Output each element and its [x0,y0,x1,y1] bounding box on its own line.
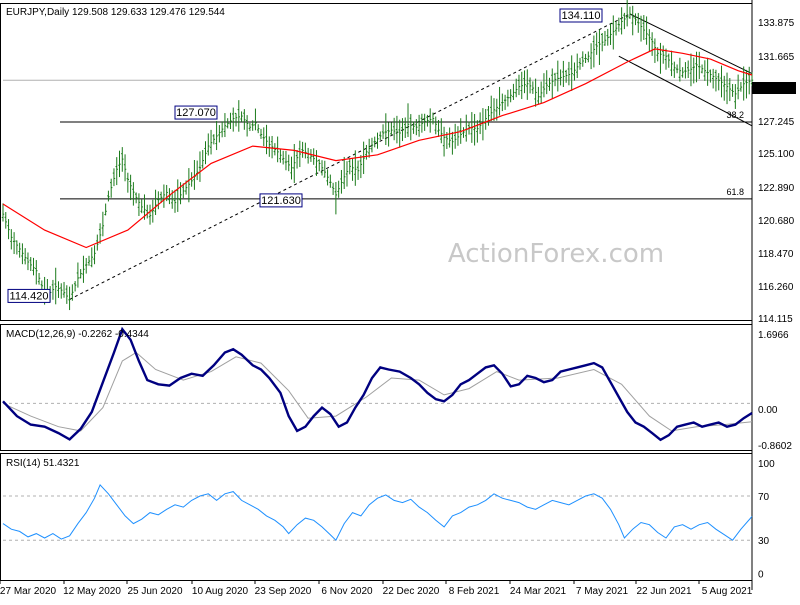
macd-line [2,326,753,442]
x-tick-label: 5 Aug 2021 [702,586,753,597]
price-callout-label: 114.420 [10,290,49,302]
last-price-tag [752,82,796,94]
x-tick-label: 22 Jun 2021 [636,586,691,597]
x-tick-label: 23 Sep 2020 [255,586,312,597]
price-tick-label: 114.115 [758,314,793,325]
price-tick-label: 125.100 [758,149,795,160]
price-tick-label: 127.245 [758,117,795,128]
macd-tick-label: 0.00 [758,405,778,416]
macd-signal-line [2,351,753,432]
price-tick-label: 116.260 [758,282,794,293]
price-tick-label: 118.470 [758,249,794,260]
channel-top-line [629,13,753,75]
price-callout-label: 121.630 [261,195,301,207]
rsi-line [2,483,753,542]
x-tick-label: 12 May 2020 [63,586,121,597]
watermark: ActionForex.com [448,239,664,269]
macd-pane-title: MACD(12,26,9) -0.2262 -0.4344 [6,329,149,340]
macd-tick-label: -0.8602 [758,441,792,452]
price-callout-box [7,288,51,303]
price-tick-label: 120.680 [758,216,795,227]
price-tick-label: 122.890 [758,183,795,194]
price-bars [1,0,754,311]
price-tick-label: 131.665 [758,52,795,63]
price-pane-title: EURJPY,Daily 129.508 129.633 129.476 129… [6,7,225,18]
macd-tick-label: 1.6966 [758,330,789,341]
price-tick-label: 133.875 [758,18,795,29]
macd-pane-frame [0,324,753,451]
price-pane-frame [0,3,753,321]
x-tick-label: 22 Dec 2020 [383,586,440,597]
x-tick-label: 25 Jun 2020 [127,586,182,597]
x-tick-label: 8 Feb 2021 [449,586,500,597]
rsi-tick-label: 0 [758,569,764,580]
price-callout-label: 127.070 [176,107,216,119]
price-callout-box [174,105,218,120]
x-tick-label: 6 Nov 2020 [321,586,373,597]
price-callout-box [259,193,303,208]
price-callout-label: 134.110 [562,10,601,22]
rsi-tick-label: 100 [758,459,775,470]
last-price-value: 129.544 [756,84,793,95]
rsi-pane-title: RSI(14) 51.4321 [6,458,80,469]
x-tick-label: 10 Aug 2020 [192,586,249,597]
fib-label-61: 61.8 [726,187,744,197]
x-tick-label: 24 Mar 2021 [510,586,567,597]
rsi-pane-frame [0,453,753,581]
moving-average-line [2,48,753,249]
x-tick-label: 27 Mar 2020 [0,586,57,597]
rsi-tick-label: 70 [758,492,770,503]
rsi-tick-label: 30 [758,536,770,547]
x-tick-label: 7 May 2021 [576,586,629,597]
fib-label-38: 38.2 [726,110,744,120]
price-callout-box [559,8,603,23]
trend-channel-upper [69,13,631,300]
channel-bottom-line [618,55,753,127]
